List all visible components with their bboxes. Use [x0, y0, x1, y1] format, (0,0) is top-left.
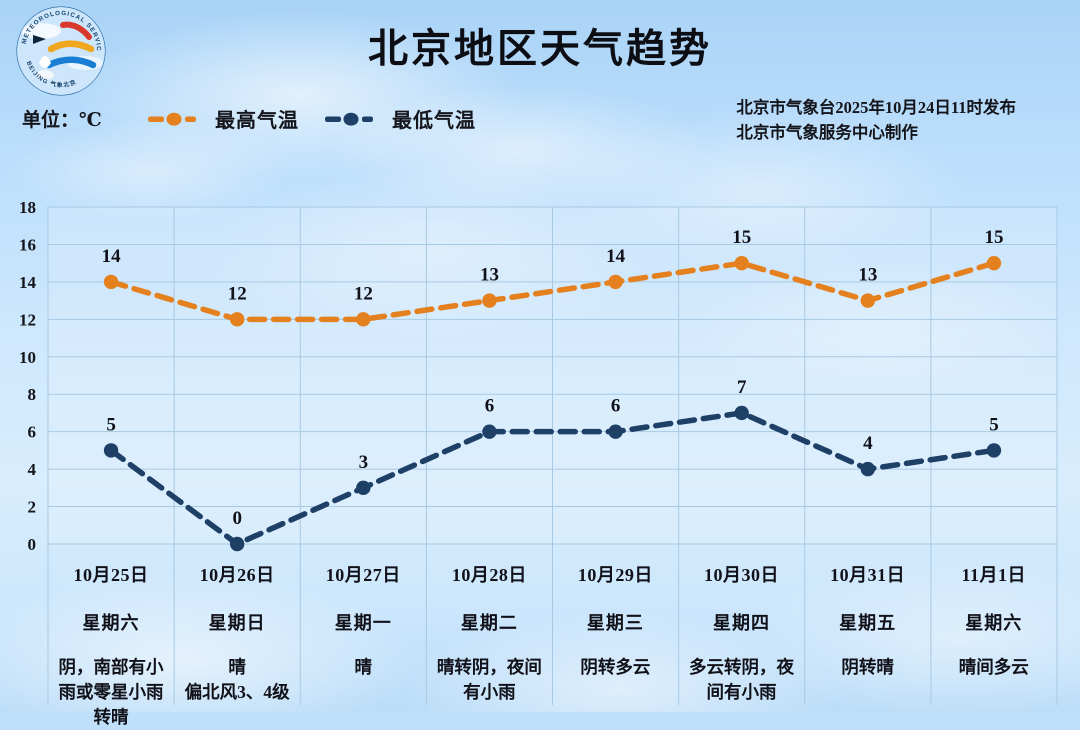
day-forecast-table: 10月25日 星期六 阴，南部有小雨或零星小雨转晴 10月26日 星期日晴 偏北风3、4…	[48, 546, 1057, 727]
data-point-value-label: 13	[858, 265, 877, 286]
day-weekday: 星期四	[713, 613, 771, 633]
day-weather-description: 晴	[354, 657, 372, 677]
plot-background	[47, 206, 1058, 545]
day-weekday: 星期日	[208, 613, 266, 633]
data-point-value-label: 5	[106, 414, 116, 435]
y-axis-tick-label: 6	[28, 423, 37, 442]
data-point-marker	[986, 255, 1002, 271]
data-point-marker	[103, 274, 119, 290]
data-point-value-label: 4	[863, 433, 873, 454]
chart-legend: 最高气温 最低气温	[148, 104, 476, 133]
day-weekday: 星期六	[82, 613, 140, 633]
data-point-marker	[356, 312, 371, 327]
day-forecast-column: 10月26日 星期日晴 偏北风3、4级	[174, 546, 300, 712]
data-point-value-label: 15	[732, 227, 751, 248]
day-weekday: 星期三	[586, 613, 644, 633]
day-weekday: 星期六	[965, 613, 1023, 633]
day-forecast-column: 10月31日 星期五阴转晴	[805, 546, 931, 712]
data-point-marker	[103, 443, 119, 458]
data-point-labels: 5 0 3 6 6 7 4 5 14 12 12 13 14 15 13 15	[102, 227, 1004, 529]
series-low-temperature	[103, 405, 1002, 552]
day-date: 10月28日	[451, 565, 527, 585]
series-line	[108, 410, 997, 547]
y-axis-tick-label: 12	[19, 310, 36, 329]
horizontal-gridlines	[48, 206, 1057, 545]
day-weather-description: 阴转晴	[841, 657, 894, 677]
legend-label-high: 最高气温	[215, 110, 299, 132]
y-axis-labels: 0 2 4 6 8 10 12 14 16 18	[19, 198, 37, 554]
data-point-value-label: 6	[611, 396, 621, 417]
data-point-value-label: 3	[359, 452, 369, 473]
legend-item-low: 最低气温	[325, 104, 476, 133]
y-axis-tick-label: 14	[19, 273, 37, 292]
data-point-marker	[482, 424, 497, 439]
data-point-value-label: 12	[354, 283, 373, 304]
data-point-marker	[860, 293, 876, 308]
day-weather-description: 阴，南部有小雨或零星小雨转晴	[58, 657, 164, 727]
data-point-marker	[986, 443, 1002, 458]
day-date: 10月30日	[704, 565, 780, 585]
day-forecast-column: 10月25日 星期六阴，南部有小雨或零星小雨转晴	[48, 546, 174, 727]
legend-marker-low-icon	[325, 112, 373, 126]
day-date: 10月29日	[577, 565, 653, 585]
data-point-marker	[482, 293, 497, 308]
data-point-marker	[734, 255, 749, 271]
data-point-value-label: 7	[737, 377, 747, 398]
data-point-value-label: 14	[102, 246, 122, 267]
page-title: 北京地区天气趋势	[368, 26, 712, 71]
data-point-marker	[860, 461, 876, 477]
data-point-marker	[229, 312, 245, 327]
data-point-value-label: 5	[989, 414, 999, 435]
beijing-meteorological-service-logo: METEOROLOGICAL SERVICE BEIJING 气象北京	[8, 0, 111, 97]
publisher-info: 北京市气象台2025年10月24日11时发布 北京市气象服务中心制作	[736, 95, 1016, 145]
day-weekday: 星期一	[334, 613, 392, 633]
data-point-value-label: 14	[606, 246, 626, 267]
day-weather-description: 多云转阴，夜间有小雨	[689, 657, 795, 702]
day-date: 10月26日	[199, 565, 275, 585]
day-date: 10月31日	[830, 565, 906, 585]
legend-item-high: 最高气温	[148, 104, 299, 133]
y-axis-tick-label: 16	[19, 235, 36, 254]
data-point-value-label: 13	[480, 265, 499, 286]
day-weather-description: 阴转多云	[580, 657, 651, 677]
plot-area	[47, 206, 1058, 545]
data-point-marker	[608, 424, 623, 439]
day-weather-description: 晴 偏北风3、4级	[184, 657, 290, 702]
publisher-line-2: 北京市气象服务中心制作	[736, 123, 918, 143]
day-weekday: 星期二	[460, 613, 518, 633]
day-forecast-column: 10月29日 星期三阴转多云	[552, 546, 678, 712]
y-axis-tick-label: 4	[28, 460, 37, 479]
day-forecast-column: 11月1日星期六晴间多云	[931, 546, 1057, 712]
data-point-value-label: 12	[228, 283, 247, 304]
unit-label: 单位：℃	[22, 110, 102, 131]
publisher-line-1: 北京市气象台2025年10月24日11时发布	[736, 98, 1016, 117]
data-point-value-label: 6	[485, 396, 495, 417]
day-weather-description: 晴转阴，夜间有小雨	[436, 657, 542, 702]
series-line	[108, 260, 997, 323]
legend-label-low: 最低气温	[392, 110, 476, 132]
day-weekday: 星期五	[839, 613, 897, 633]
data-point-value-label: 0	[232, 508, 242, 529]
day-forecast-column: 10月30日 星期四多云转阴，夜间有小雨	[678, 546, 804, 712]
series-high-temperature	[103, 255, 1002, 327]
y-axis-tick-label: 2	[28, 498, 37, 517]
y-axis-tick-label: 18	[19, 198, 36, 217]
legend-marker-high-icon	[148, 112, 196, 126]
data-point-marker	[734, 405, 749, 421]
data-point-marker	[608, 274, 623, 290]
day-date: 10月25日	[73, 565, 149, 585]
day-forecast-column: 10月27日 星期一晴	[300, 546, 426, 712]
day-date: 10月27日	[325, 565, 401, 585]
y-axis-tick-label: 10	[19, 348, 36, 367]
y-axis-tick-label: 8	[28, 385, 37, 404]
day-weather-description: 晴间多云	[958, 657, 1029, 677]
day-date: 11月1日	[961, 565, 1026, 585]
y-axis-tick-label: 0	[28, 535, 37, 554]
data-point-marker	[356, 480, 371, 496]
data-point-value-label: 15	[984, 227, 1003, 248]
day-forecast-column: 10月28日 星期二晴转阴，夜间有小雨	[426, 546, 552, 712]
